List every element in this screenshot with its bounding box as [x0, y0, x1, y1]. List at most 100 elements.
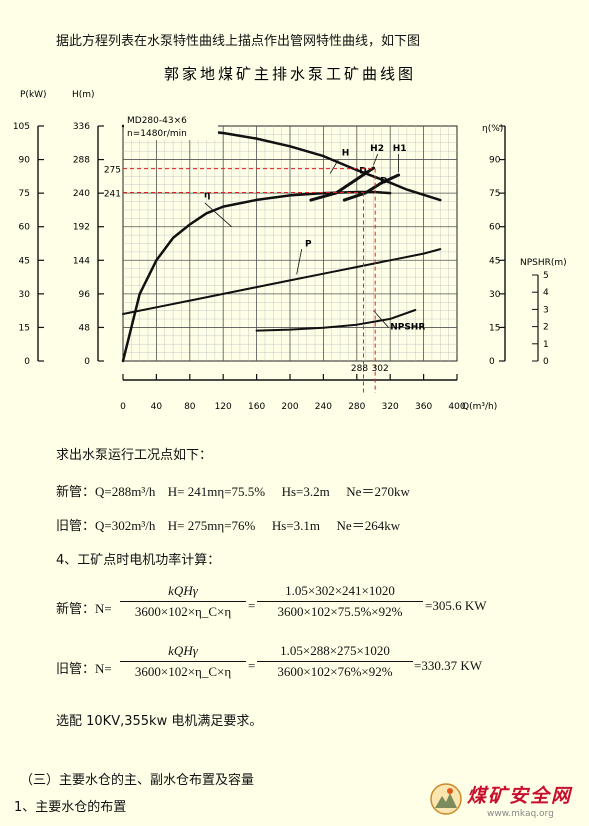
eta-axis-tick-label: 30	[489, 290, 501, 300]
npshr-axis-tick-label: 3	[543, 305, 549, 315]
chart-axes	[37, 126, 539, 381]
eta-axis-tick-label: 45	[489, 256, 500, 266]
curve-label-d1: D	[359, 167, 366, 177]
chart-marks: 275 241 288 302	[104, 166, 389, 393]
calc-old-value-fraction: 1.05×288×275×1020 3600×102×76%×92%	[257, 643, 413, 680]
new-pipe-ne: Ne＝270kw	[346, 484, 410, 499]
curve-label-npshr: NPSHR	[390, 323, 425, 333]
curve-P	[122, 248, 442, 315]
curve-label-h2: H2	[370, 144, 384, 154]
q-axis-tick-label: 400	[448, 402, 465, 412]
curve-H1	[342, 173, 401, 202]
axis-label-h: H(m)	[72, 90, 95, 100]
axis-label-q: Q(m³/h)	[462, 402, 497, 412]
new-pipe-label: 新管：	[56, 485, 96, 500]
calc-new-label-text: 新管：	[56, 602, 96, 617]
npshr-axis-tick-label: 0	[543, 357, 549, 367]
pump-speed-label: n=1480r/min	[127, 129, 187, 139]
curve-label-d2: D	[380, 176, 387, 186]
h-axis-tick-label: 288	[73, 156, 90, 166]
calc-old-symbolic-fraction: kQHγ 3600×102×η_C×η	[120, 643, 246, 680]
new-pipe-hs: Hs=3.2m	[281, 484, 330, 499]
watermark-sun-icon	[447, 788, 453, 794]
p-axis-tick-label: 105	[13, 122, 30, 132]
old-pipe-row: 旧管：Q=302m³/h H= 275mη=76% Hs=3.1m Ne＝264…	[56, 515, 400, 534]
curve-label-h: H	[342, 148, 350, 158]
new-pipe-row: 新管：Q=288m³/h H= 241mη=75.5% Hs=3.2m Ne＝2…	[56, 481, 410, 500]
pump-info-box	[124, 114, 218, 140]
watermark-emblem	[430, 783, 462, 815]
section-3-heading: （三）主要水仓的主、副水仓布置及容量	[20, 773, 255, 788]
q-axis-tick-label: 200	[281, 402, 298, 412]
calc-old-n: N=	[95, 661, 112, 676]
curve-label-h2-leader	[373, 153, 379, 166]
watermark-mountain-icon	[435, 793, 457, 808]
h-axis-tick-label: 96	[79, 290, 91, 300]
h-axis-tick-label: 336	[73, 122, 90, 132]
h-axis-tick-label: 192	[73, 223, 90, 233]
section-3-1-heading: 1、主要水仓的布置	[14, 800, 127, 815]
new-pipe-h: H= 241m	[167, 484, 218, 499]
eta-axis-tick-label: 90	[489, 156, 501, 166]
curve-label-h1: H1	[393, 144, 407, 154]
watermark-name: 煤矿安全网	[467, 785, 573, 807]
q-axis-tick-label: 240	[315, 402, 332, 412]
p-axis-tick-label: 0	[24, 357, 30, 367]
new-pipe-q: Q=288m³/h	[95, 484, 156, 499]
p-axis-tick-label: 15	[19, 323, 30, 333]
conditions-heading: 求出水泵运行工况点如下：	[56, 448, 213, 463]
section-4-heading: 4、工矿点时电机功率计算：	[56, 553, 221, 568]
npshr-axis-tick-label: 5	[543, 271, 549, 281]
old-pipe-ne: Ne＝264kw	[336, 518, 401, 533]
calc-old-val-num: 1.05×288×275×1020	[257, 643, 413, 662]
old-pipe-label: 旧管：	[56, 519, 96, 534]
calc-old-eq: =	[248, 658, 256, 673]
calc-new-result: =305.6 KW	[425, 598, 487, 613]
op-h-label: 275	[104, 166, 121, 176]
h-axis-tick-label: 240	[73, 189, 90, 199]
q-axis-tick-label: 120	[215, 402, 232, 412]
calc-new-value-fraction: 1.05×302×241×1020 3600×102×75.5%×92%	[257, 583, 423, 620]
q-axis-tick-label: 320	[382, 402, 399, 412]
q-axis-tick-label: 0	[120, 402, 126, 412]
h-axis-tick-label: 144	[73, 256, 90, 266]
calc-new-n: N=	[95, 601, 112, 616]
old-pipe-eta: η=76%	[217, 518, 256, 533]
pump-model-label: MD280-43×6	[127, 116, 187, 126]
calc-old-label-text: 旧管：	[56, 662, 96, 677]
h-axis-tick-label: 48	[79, 323, 91, 333]
curve-label-npshr-leader	[373, 310, 389, 328]
watermark-url: www.mkaq.org	[487, 809, 554, 819]
calc-new-eq: =	[248, 598, 256, 613]
chart-title: 郭家地煤矿主排水泵工矿曲线图	[164, 65, 416, 83]
q-axis-tick-label: 160	[248, 402, 265, 412]
q-axis-tick-label: 80	[184, 402, 196, 412]
axis-label-eta: η(%)	[482, 124, 503, 134]
eta-axis-tick-label: 0	[489, 357, 495, 367]
eta-axis-tick-label: 15	[489, 323, 500, 333]
p-axis-tick-label: 45	[19, 256, 30, 266]
chart-grid	[122, 125, 458, 362]
curve-label-p-leader	[296, 249, 303, 275]
curve-label-eta-leader	[204, 202, 232, 228]
curve-label-p: P	[305, 239, 312, 249]
new-pipe-eta: η=75.5%	[217, 484, 266, 499]
curve-NPSHR	[255, 309, 417, 332]
op-q-label: 288	[351, 364, 368, 374]
calc-old-sym-num: kQHγ	[120, 643, 246, 662]
npshr-axis-tick-label: 1	[543, 340, 549, 350]
p-axis-tick-label: 60	[19, 223, 31, 233]
curve-H2	[309, 166, 375, 202]
p-axis-tick-label: 30	[19, 290, 31, 300]
eta-axis-tick-label: 75	[489, 189, 500, 199]
conclusion-text: 选配 10KV,355kw 电机满足要求。	[56, 714, 263, 729]
axis-label-npshr: NPSHR(m)	[520, 258, 567, 268]
q-axis-tick-label: 360	[415, 402, 432, 412]
calc-new-sym-den: 3600×102×η_C×η	[134, 604, 232, 619]
pump-curve-chart: 郭家地煤矿主排水泵工矿曲线图 P(kW) H(m) η(%) NPSHR(m) …	[13, 65, 567, 412]
p-axis-tick-label: 90	[19, 156, 31, 166]
q-axis-tick-label: 40	[151, 402, 163, 412]
calc-new-sym-num: kQHγ	[120, 583, 246, 602]
curve-label-h-leader	[329, 159, 339, 174]
h-axis-tick-label: 0	[84, 357, 90, 367]
